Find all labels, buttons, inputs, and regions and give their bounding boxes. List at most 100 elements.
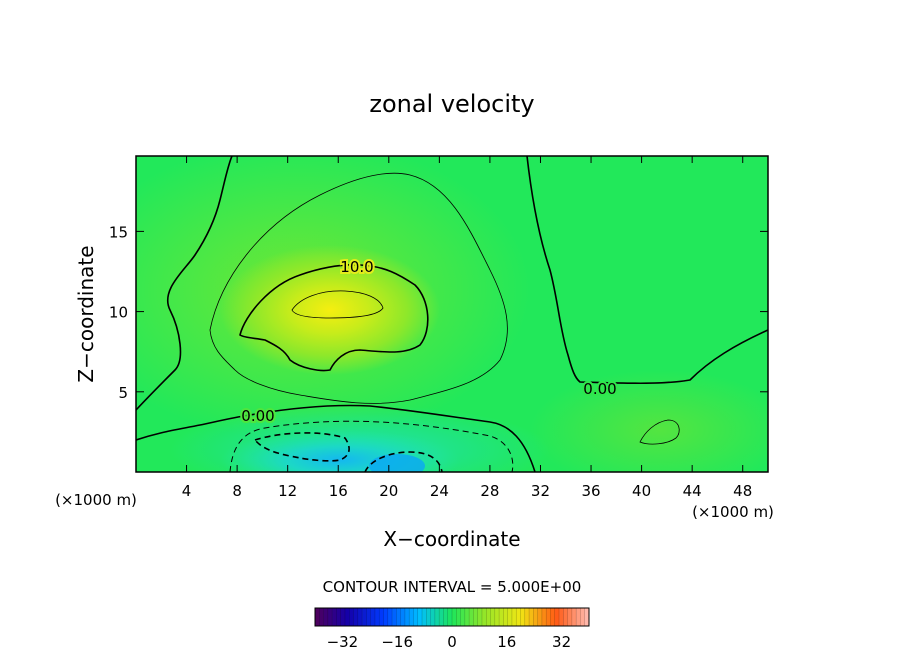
x-tick-label: 8 (232, 482, 242, 500)
x-unit-left: (×1000 m) (55, 491, 137, 509)
colorbar-swatch (469, 608, 474, 626)
colorbar-swatch (550, 608, 556, 626)
colorbar-swatch (524, 608, 530, 626)
colorbar-tick-label: −32 (327, 633, 359, 651)
colorbar-tick-label: 16 (497, 633, 516, 651)
colorbar-swatch (370, 608, 376, 626)
colorbar-swatch (315, 608, 320, 626)
colorbar-tick-label: 0 (447, 633, 457, 651)
colorbar-swatch (400, 608, 406, 626)
x-tick-label: 16 (329, 482, 348, 500)
y-tick-label: 10 (109, 304, 128, 322)
colorbar-swatch (323, 608, 329, 626)
colorbar-swatch (486, 608, 491, 626)
x-axis-tick-labels: 4 8 12 16 20 24 28 32 36 40 44 48 (182, 482, 752, 500)
colorbar-swatch (567, 608, 573, 626)
x-tick-label: 28 (480, 482, 499, 500)
colorbar-tick-label: −16 (381, 633, 413, 651)
colorbar-swatch (422, 608, 427, 626)
colorbar-swatch (503, 608, 508, 626)
colorbar-swatch (490, 608, 496, 626)
colorbar-swatch (417, 608, 423, 626)
colorbar-tick-label: 32 (552, 633, 571, 651)
colorbar (315, 608, 590, 626)
colorbar-swatch (404, 608, 410, 626)
colorbar-swatch (576, 608, 581, 626)
colorbar-swatch (357, 608, 363, 626)
colorbar-swatch (379, 608, 384, 626)
x-tick-label: 32 (531, 482, 550, 500)
colorbar-swatch (554, 608, 560, 626)
x-tick-label: 12 (278, 482, 297, 500)
colorbar-swatch (452, 608, 457, 626)
colorbar-swatch (374, 608, 380, 626)
y-axis-tick-labels: 5 10 15 (109, 223, 128, 401)
contour-neg-ten-b (364, 451, 443, 472)
contour-label-zero-right: 0.00 (583, 380, 616, 398)
x-tick-label: 44 (683, 482, 702, 500)
x-axis-title: X−coordinate (383, 527, 520, 551)
colorbar-swatch (584, 608, 590, 626)
contour-ten (239, 264, 429, 372)
colorbar-swatch (332, 608, 337, 626)
colorbar-swatch (336, 608, 341, 626)
x-tick-label: 4 (182, 482, 192, 500)
contour-zero-right (526, 156, 768, 385)
colorbar-swatch (481, 608, 487, 626)
colorbar-swatch (353, 608, 359, 626)
contour-interval-text: CONTOUR INTERVAL = 5.000E+00 (323, 578, 582, 596)
chart-title: zonal velocity (369, 90, 534, 118)
colorbar-swatch (426, 608, 431, 626)
contour-neg-five (229, 420, 514, 472)
colorbar-swatch (396, 608, 401, 626)
colorbar-swatch (387, 608, 393, 626)
colorbar-swatch (443, 608, 449, 626)
contour-small-right (639, 419, 680, 445)
negative-region-min (369, 454, 425, 472)
contour-fifteen (291, 290, 384, 319)
colorbar-frame (314, 607, 590, 627)
x-tick-label: 40 (632, 482, 651, 500)
x-unit-right: (×1000 m) (692, 503, 774, 521)
colorbar-swatch (409, 608, 414, 626)
colorbar-swatch (392, 608, 397, 626)
colorbar-swatch (559, 608, 564, 626)
colorbar-swatch (494, 608, 500, 626)
colorbar-swatch (477, 608, 483, 626)
y-axis-ticks (136, 230, 768, 393)
colorbar-swatch (456, 608, 461, 626)
colorbar-swatch (541, 608, 547, 626)
contour-label-zero-left: 0.00 (241, 407, 274, 425)
colorbar-swatch (580, 608, 586, 626)
colorbar-swatch (537, 608, 543, 626)
x-tick-label: 20 (379, 482, 398, 500)
x-tick-label: 24 (430, 482, 449, 500)
colorbar-swatch (563, 608, 568, 626)
x-tick-label: 36 (581, 482, 600, 500)
plot-frame (135, 155, 769, 473)
colorbar-swatch (511, 608, 517, 626)
colorbar-swatch (413, 608, 419, 626)
colorbar-swatch (430, 608, 436, 626)
contour-five (209, 172, 508, 404)
colorbar-swatch (447, 608, 453, 626)
colorbar-swatch (460, 608, 466, 626)
colorbar-swatch (520, 608, 526, 626)
colorbar-swatch (434, 608, 440, 626)
colorbar-swatch (383, 608, 389, 626)
y-tick-label: 5 (118, 384, 128, 402)
colorbar-swatch (362, 608, 367, 626)
contour-zero-lower (136, 404, 536, 472)
colorbar-swatch (439, 608, 444, 626)
colorbar-swatch (366, 608, 371, 626)
colorbar-swatch (327, 608, 333, 626)
x-axis-ticks (186, 156, 744, 472)
colorbar-swatch (340, 608, 346, 626)
colorbar-swatch (533, 608, 538, 626)
colorbar-swatch (344, 608, 350, 626)
y-axis-title: Z−coordinate (74, 245, 98, 382)
colorbar-swatch (319, 608, 324, 626)
velocity-field: 10.0 0.00 0.00 (136, 156, 768, 472)
colorbar-swatch (349, 608, 354, 626)
contour-neg-ten (253, 432, 350, 462)
